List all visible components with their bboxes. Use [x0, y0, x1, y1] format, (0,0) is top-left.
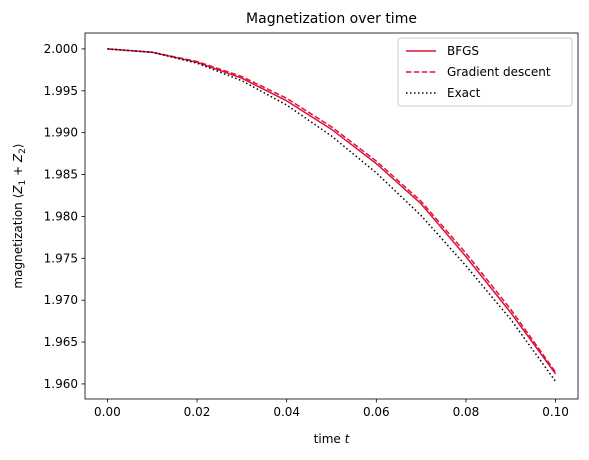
x-tick-label: 0.08 — [453, 405, 480, 419]
legend: BFGS Gradient descent Exact — [397, 37, 573, 107]
y-axis-label-sub2: 2 — [18, 148, 28, 154]
x-axis-ticks: 0.00 0.02 0.04 0.06 0.08 0.10 — [94, 399, 569, 419]
y-tick-label: 1.965 — [44, 335, 78, 349]
legend-label-exact: Exact — [447, 86, 481, 100]
y-axis-label: magnetization ⟨Z1 + Z2⟩ — [11, 143, 28, 288]
x-tick-label: 0.00 — [94, 405, 121, 419]
y-axis-label-z1: Z — [11, 185, 25, 195]
x-tick-label: 0.02 — [184, 405, 211, 419]
legend-box — [397, 37, 573, 107]
y-axis-label-z2: Z — [11, 153, 25, 163]
y-axis-label-sub1: 1 — [18, 180, 28, 186]
series-line-gradient-descent — [107, 48, 557, 373]
plot-area-frame — [84, 32, 579, 400]
x-axis-label: time t — [314, 432, 351, 446]
y-tick-label: 1.970 — [44, 293, 78, 307]
x-axis-label-variable: t — [345, 432, 351, 446]
x-tick-label: 0.10 — [542, 405, 569, 419]
legend-label-gradient-descent: Gradient descent — [447, 65, 551, 79]
y-tick-label: 2.000 — [44, 42, 78, 56]
x-axis-label-prefix: time — [314, 432, 345, 446]
y-axis-label-plus: + — [11, 162, 25, 180]
y-tick-label: 1.985 — [44, 168, 78, 182]
y-tick-label: 1.980 — [44, 209, 78, 223]
y-axis-ticks: 1.960 1.965 1.970 1.975 1.980 1.985 1.990 1.995… — [44, 42, 85, 391]
x-tick-label: 0.06 — [363, 405, 390, 419]
y-axis-label-prefix: magnetization ⟨ — [11, 194, 25, 289]
x-tick-label: 0.04 — [273, 405, 300, 419]
y-axis-label-suffix: ⟩ — [11, 143, 25, 148]
legend-label-bfgs: BFGS — [447, 44, 479, 58]
y-tick-label: 1.995 — [44, 84, 78, 98]
y-tick-label: 1.975 — [44, 251, 78, 265]
series-line-exact — [107, 48, 557, 382]
y-tick-label: 1.990 — [44, 126, 78, 140]
chart-title: Magnetization over time — [246, 11, 417, 27]
y-tick-label: 1.960 — [44, 377, 78, 391]
series-lines — [107, 48, 557, 382]
